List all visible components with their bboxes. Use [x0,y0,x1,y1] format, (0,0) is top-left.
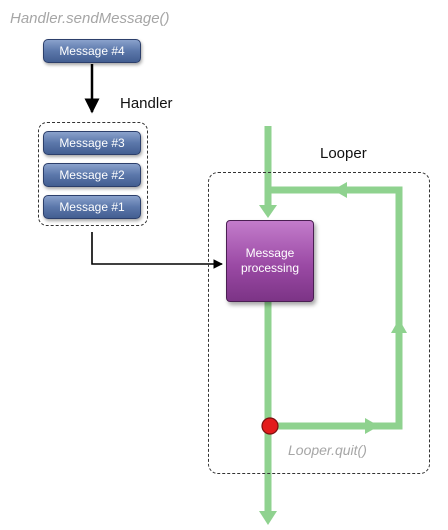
queued-message-2: Message #2 [43,163,141,187]
queued-message-1: Message #1 [43,195,141,219]
processing-label: Message processing [240,246,300,275]
send-message-call-label: Handler.sendMessage() [10,10,170,27]
loop-up-arrowhead [391,319,407,333]
queued-message-3: Message #3 [43,131,141,155]
exit-arrowhead [259,511,277,525]
loop-out-arrowhead [365,418,379,434]
loop-back-arrowhead [333,182,347,198]
incoming-message: Message #4 [43,39,141,63]
looper-quit-label: Looper.quit() [288,442,367,458]
message-processing-block: Message processing [226,220,314,302]
dispatch-arrow [91,232,223,269]
entry-arrowhead [259,205,277,218]
message-queue [38,122,148,226]
looper-boundary [208,172,430,474]
quit-dot [261,417,279,435]
flow-arrowheads [259,182,407,525]
handler-label: Handler [120,95,173,112]
looper-label: Looper [320,145,367,162]
